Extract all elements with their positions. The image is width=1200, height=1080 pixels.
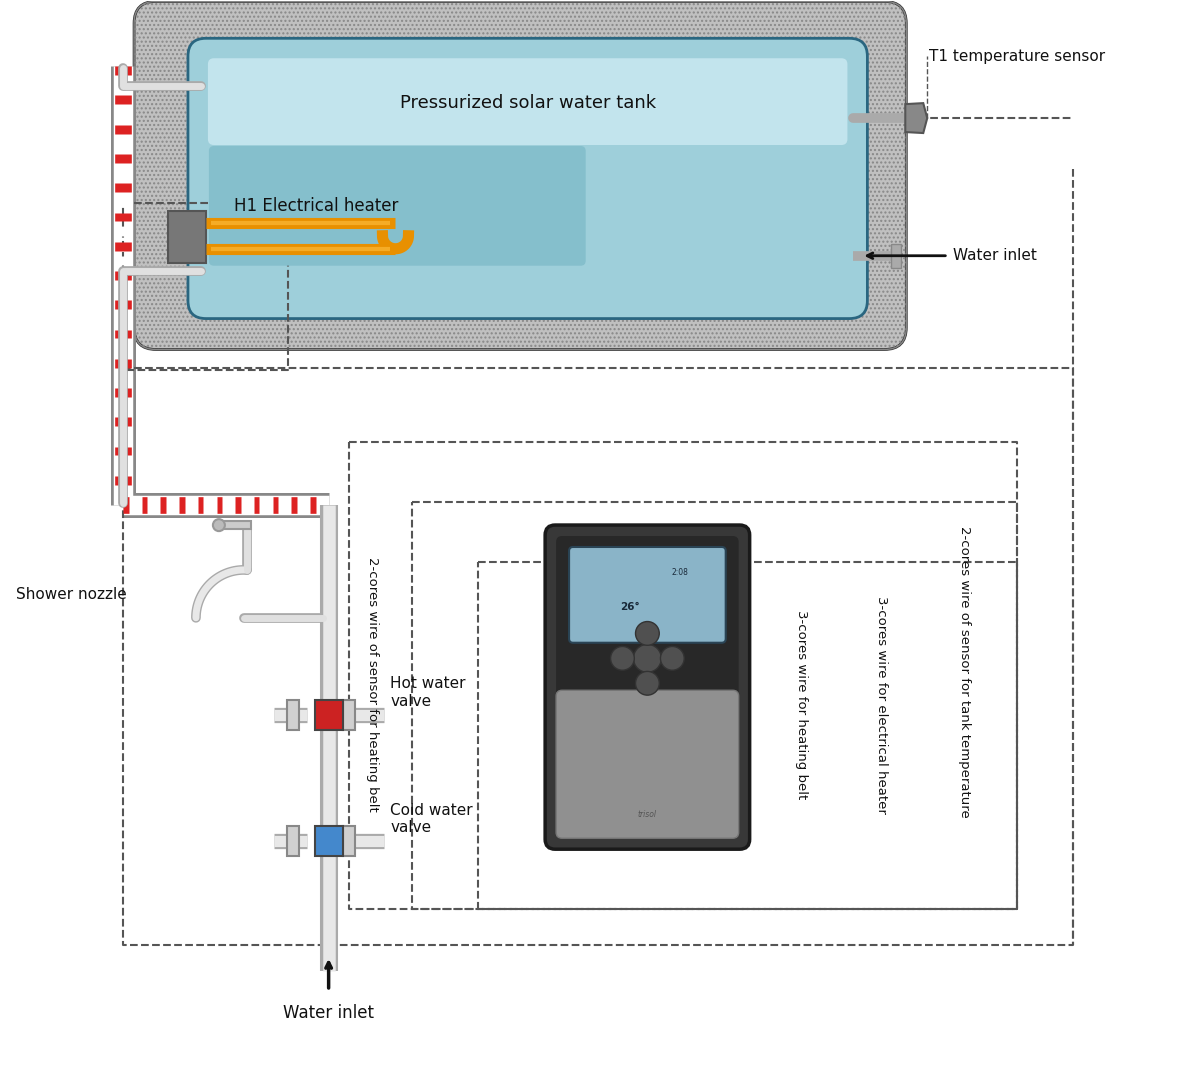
Circle shape — [634, 645, 661, 673]
Text: 2-cores wire of sensor for heating belt: 2-cores wire of sensor for heating belt — [366, 557, 379, 812]
Text: 3-cores wire for electrical heater: 3-cores wire for electrical heater — [875, 596, 888, 813]
Bar — [342, 826, 355, 856]
FancyBboxPatch shape — [569, 546, 726, 643]
FancyBboxPatch shape — [188, 38, 868, 319]
Bar — [287, 826, 299, 856]
FancyBboxPatch shape — [209, 146, 586, 266]
Text: 2:08: 2:08 — [672, 568, 689, 578]
Text: T1 temperature sensor: T1 temperature sensor — [929, 49, 1105, 64]
Polygon shape — [905, 103, 928, 133]
Text: 26°: 26° — [619, 602, 640, 612]
Text: trisol: trisol — [638, 810, 656, 819]
Bar — [314, 700, 342, 729]
FancyBboxPatch shape — [556, 690, 739, 838]
Text: Hot water
valve: Hot water valve — [390, 676, 466, 708]
Text: Shower nozzle: Shower nozzle — [17, 588, 127, 603]
FancyBboxPatch shape — [545, 525, 750, 849]
Circle shape — [212, 519, 224, 531]
Circle shape — [636, 621, 659, 645]
FancyBboxPatch shape — [556, 536, 739, 702]
Text: 2-cores wire of sensor for tank temperature: 2-cores wire of sensor for tank temperat… — [958, 526, 971, 818]
Bar — [892, 244, 901, 268]
Polygon shape — [218, 522, 251, 529]
Bar — [168, 211, 206, 262]
Bar — [342, 700, 355, 729]
Text: Water inlet: Water inlet — [283, 1003, 374, 1022]
Text: Pressurized solar water tank: Pressurized solar water tank — [400, 94, 655, 112]
Bar — [287, 700, 299, 729]
FancyBboxPatch shape — [134, 1, 906, 350]
Text: Cold water
valve: Cold water valve — [390, 804, 473, 836]
Circle shape — [636, 672, 659, 696]
FancyBboxPatch shape — [208, 58, 847, 145]
Text: Water inlet: Water inlet — [953, 248, 1037, 264]
Bar — [314, 826, 342, 856]
Circle shape — [660, 647, 684, 671]
Text: 3-cores wire for heating belt: 3-cores wire for heating belt — [796, 610, 808, 799]
Circle shape — [611, 647, 635, 671]
Text: H1 Electrical heater: H1 Electrical heater — [234, 197, 398, 215]
